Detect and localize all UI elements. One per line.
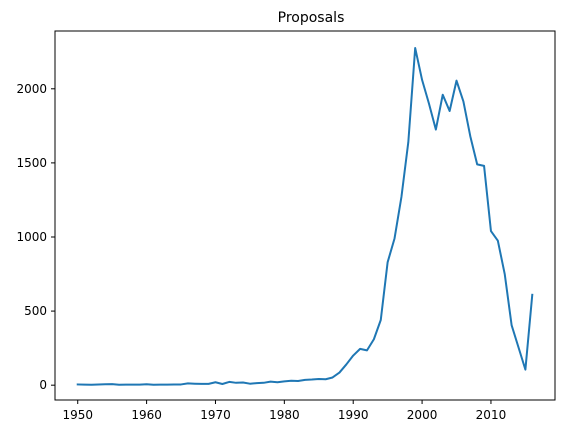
x-tick-label: 1980: [269, 408, 300, 422]
x-tick-label: 2000: [407, 408, 438, 422]
y-tick-label: 0: [39, 378, 47, 392]
y-tick-label: 2000: [16, 82, 47, 96]
axes-frame: [54, 30, 556, 401]
x-tick-label: 1970: [200, 408, 231, 422]
series-line-0: [76, 47, 534, 386]
y-tick-label: 1000: [16, 230, 47, 244]
y-tick-label: 1500: [16, 156, 47, 170]
chart-title: Proposals: [278, 10, 345, 26]
x-tick-label: 1960: [131, 408, 162, 422]
y-tick-label: 500: [24, 304, 47, 318]
x-axis: 1950 1960 1970 1980 1990 2000 2010: [62, 400, 506, 422]
plot-area: [54, 30, 556, 401]
x-tick-label: 1990: [338, 408, 369, 422]
x-tick-label: 2010: [476, 408, 507, 422]
y-axis: 0 500 1000 1500 2000: [16, 82, 55, 392]
x-tick-label: 1950: [62, 408, 93, 422]
